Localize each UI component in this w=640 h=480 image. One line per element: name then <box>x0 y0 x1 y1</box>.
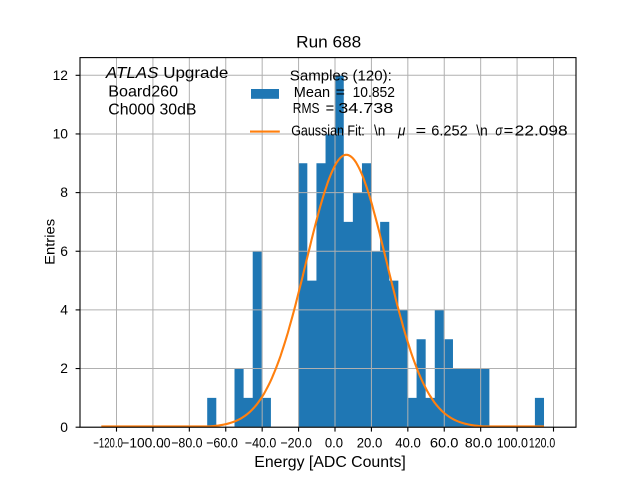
svg-text:RMS: RMS <box>293 101 320 117</box>
svg-text:Run 688: Run 688 <box>296 33 361 52</box>
svg-text:ATLAS Upgrade: ATLAS Upgrade <box>105 65 229 82</box>
svg-text:−120.0: −120.0 <box>93 435 123 451</box>
svg-text:8: 8 <box>60 184 68 200</box>
svg-text:Samples (120):: Samples (120): <box>290 69 392 85</box>
svg-text:Gaussian Fit:: Gaussian Fit: <box>291 124 365 140</box>
svg-text:12: 12 <box>53 67 68 83</box>
svg-text:σ: σ <box>495 124 503 140</box>
svg-text:−40.0: −40.0 <box>245 435 277 451</box>
svg-text:=: = <box>504 124 514 140</box>
svg-text:=: = <box>326 101 335 117</box>
svg-text:100.0: 100.0 <box>497 435 528 451</box>
svg-text:Ch000 30dB: Ch000 30dB <box>108 102 196 119</box>
svg-text:80.0: 80.0 <box>465 435 493 451</box>
svg-text:0: 0 <box>60 419 68 435</box>
svg-text:Board260: Board260 <box>108 84 178 101</box>
svg-text:Energy [ADC Counts]: Energy [ADC Counts] <box>254 454 405 471</box>
svg-text:10.852: 10.852 <box>353 85 395 101</box>
svg-text:4: 4 <box>60 302 68 318</box>
svg-text:10: 10 <box>53 126 69 142</box>
svg-text:=: = <box>336 85 345 101</box>
svg-text:60.0: 60.0 <box>430 435 459 451</box>
svg-text:−100.0: −100.0 <box>121 435 164 451</box>
svg-text:−80.0: −80.0 <box>171 435 203 451</box>
svg-text:=: = <box>416 124 427 140</box>
svg-text:\n: \n <box>374 124 385 140</box>
svg-text:−60.0: −60.0 <box>206 435 238 451</box>
svg-text:μ: μ <box>397 124 405 140</box>
svg-text:22.098: 22.098 <box>515 124 568 140</box>
svg-text:34.738: 34.738 <box>338 101 393 117</box>
svg-text:Mean: Mean <box>294 85 330 101</box>
svg-text:0.0: 0.0 <box>325 435 343 451</box>
svg-text:Entries: Entries <box>43 219 59 265</box>
svg-text:\n: \n <box>476 124 487 140</box>
svg-text:.0: .0 <box>160 435 171 451</box>
svg-text:120.0: 120.0 <box>529 435 556 451</box>
svg-text:−20.0: −20.0 <box>280 435 312 451</box>
svg-text:6.252: 6.252 <box>431 124 467 140</box>
svg-text:40.0: 40.0 <box>395 435 421 451</box>
svg-text:20.0: 20.0 <box>357 435 383 451</box>
svg-text:6: 6 <box>60 243 68 259</box>
svg-text:2: 2 <box>60 360 68 376</box>
